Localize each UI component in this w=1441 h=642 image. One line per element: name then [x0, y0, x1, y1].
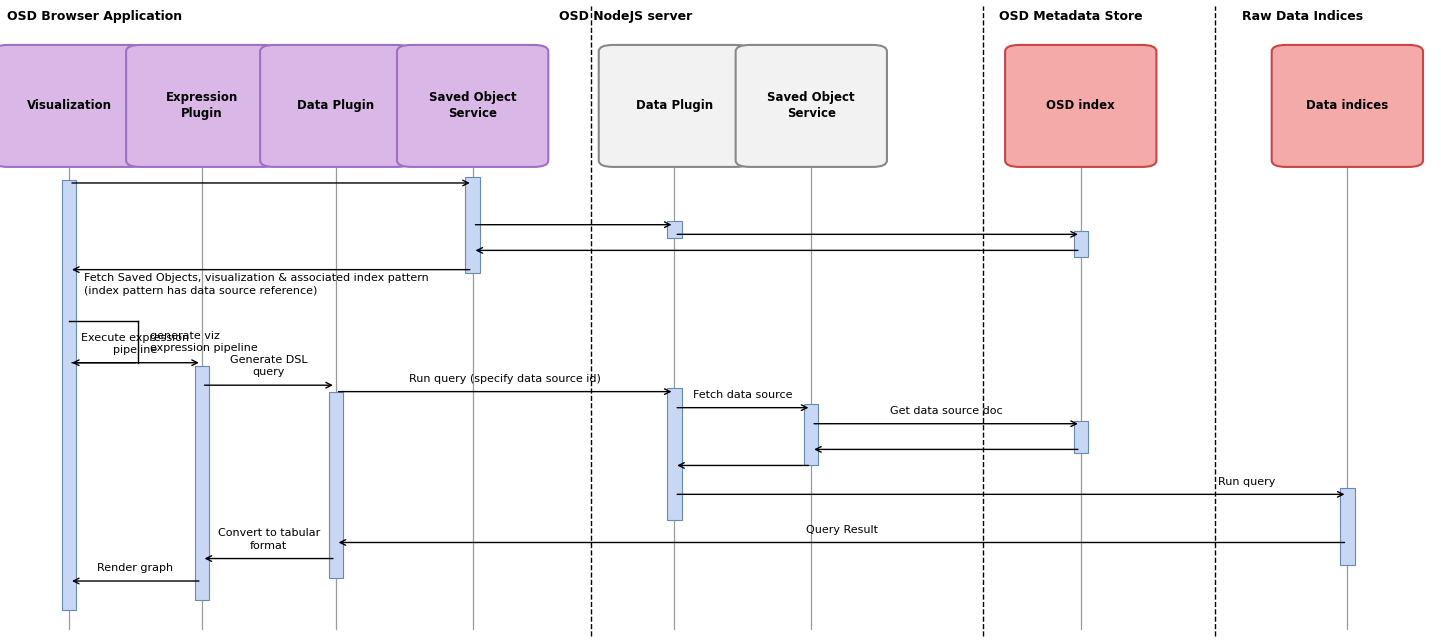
Text: Run query (specify data source id): Run query (specify data source id) [409, 374, 601, 384]
FancyBboxPatch shape [667, 221, 682, 238]
FancyBboxPatch shape [329, 392, 343, 578]
Text: Expression
Plugin: Expression Plugin [166, 91, 238, 121]
FancyBboxPatch shape [667, 388, 682, 520]
Text: Fetch data source: Fetch data source [693, 390, 793, 400]
Text: Data Plugin: Data Plugin [635, 100, 713, 112]
Text: Fetch Saved Objects, visualization & associated index pattern
(index pattern has: Fetch Saved Objects, visualization & ass… [84, 273, 428, 296]
Text: Run query: Run query [1218, 476, 1275, 487]
Text: OSD index: OSD index [1046, 100, 1115, 112]
FancyBboxPatch shape [1272, 45, 1422, 167]
Text: Get data source doc: Get data source doc [889, 406, 1003, 416]
FancyBboxPatch shape [1340, 488, 1355, 565]
Text: OSD NodeJS server: OSD NodeJS server [559, 10, 692, 22]
FancyBboxPatch shape [259, 45, 412, 167]
Text: Data indices: Data indices [1306, 100, 1389, 112]
Text: Visualization: Visualization [27, 100, 111, 112]
Text: Execute expression
pipeline: Execute expression pipeline [81, 333, 190, 355]
Text: Raw Data Indices: Raw Data Indices [1242, 10, 1363, 22]
FancyBboxPatch shape [195, 366, 209, 600]
FancyBboxPatch shape [127, 45, 277, 167]
Text: Saved Object
Service: Saved Object Service [429, 91, 516, 121]
FancyBboxPatch shape [0, 45, 144, 167]
Text: Saved Object
Service: Saved Object Service [768, 91, 855, 121]
Text: Convert to tabular
format: Convert to tabular format [218, 528, 320, 551]
FancyBboxPatch shape [804, 404, 818, 465]
Text: Generate DSL
query: Generate DSL query [231, 355, 307, 377]
Text: generate viz
expression pipeline: generate viz expression pipeline [150, 331, 258, 353]
Text: OSD Browser Application: OSD Browser Application [7, 10, 183, 22]
FancyBboxPatch shape [735, 45, 886, 167]
FancyBboxPatch shape [599, 45, 751, 167]
Text: Data Plugin: Data Plugin [297, 100, 375, 112]
FancyBboxPatch shape [398, 45, 548, 167]
Text: Query Result: Query Result [806, 525, 878, 535]
FancyBboxPatch shape [1074, 231, 1088, 257]
FancyBboxPatch shape [62, 180, 76, 610]
FancyBboxPatch shape [1004, 45, 1156, 167]
Text: OSD Metadata Store: OSD Metadata Store [999, 10, 1143, 22]
FancyBboxPatch shape [465, 177, 480, 273]
FancyBboxPatch shape [1074, 421, 1088, 453]
Text: Render graph: Render graph [98, 563, 173, 573]
